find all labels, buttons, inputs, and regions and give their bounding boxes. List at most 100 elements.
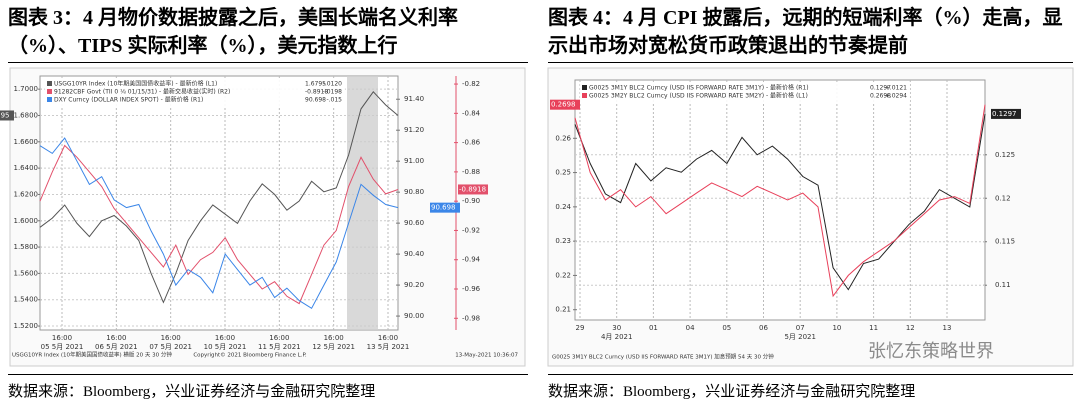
x-tick-label: 07	[796, 324, 805, 332]
legend-change: -.0120	[323, 81, 343, 88]
chart-footer: USGG10YR Index (10年期美国国债收益率) 横版 20 天 30 …	[12, 351, 172, 359]
legend-box	[580, 82, 910, 102]
legend-swatch	[582, 93, 587, 98]
y-tick-label: 90.40	[404, 250, 424, 258]
legend-change: +.0294	[885, 93, 907, 100]
x-tick-label: 06 5月 2021	[95, 343, 138, 351]
y-tick-label: 1.5200	[14, 322, 39, 330]
source: 数据来源：Bloomberg，兴业证券经济与金融研究院整理	[548, 384, 916, 400]
x-tick-label: 12 5月 2021	[312, 343, 355, 351]
x-tick-label: 10	[832, 324, 841, 332]
y-tick-label: 91.00	[404, 157, 424, 165]
y-tick-label: 0.115	[995, 238, 1015, 246]
x-tick-label: 05 5月 2021	[41, 343, 84, 351]
y-tick-label: 0.11	[995, 281, 1011, 289]
y-tick-label: -0.94	[462, 256, 481, 264]
x-tick-label: 10 5月 2021	[204, 343, 247, 351]
plot-area	[39, 75, 399, 331]
legend-last: -0.8918	[305, 89, 328, 96]
y-tick-label: 1.5600	[14, 269, 39, 277]
legend-swatch	[47, 97, 52, 102]
x-tick-label: 07 5月 2021	[149, 343, 192, 351]
rule	[8, 374, 528, 375]
y-tick-label: 90.20	[404, 281, 424, 289]
x-tick-label: 01	[649, 324, 658, 332]
y-tick-label: 1.6000	[14, 217, 39, 225]
y-tick-label: 0.24	[555, 203, 571, 211]
x-tick-label: 16:00	[378, 334, 398, 342]
legend-last: 90.698	[305, 97, 326, 104]
y-tick-label: -0.88	[462, 168, 480, 176]
y-tick-label: 0.22	[555, 271, 571, 279]
rule	[548, 374, 1073, 375]
y-tick-label: 1.6200	[14, 190, 39, 198]
y-tick-label: 90.80	[404, 188, 424, 196]
y-tick-label: 1.7000	[14, 85, 39, 93]
x-tick-label: 06	[759, 324, 768, 332]
y-tick-label: -0.82	[462, 80, 480, 88]
figure-title: 图表 3：4 月物价数据披露之后，美国长端名义利率（%）、TIPS 实际利率（%…	[8, 7, 458, 57]
x-tick-label: 05	[722, 324, 731, 332]
x-tick-label: 30	[612, 324, 621, 332]
y-tick-label: 0.21	[555, 306, 571, 314]
legend-label: G0025 3M1Y BLC2 Curncy (USD IIS FORWARD …	[589, 84, 809, 92]
x-tick-label: 13	[943, 324, 952, 332]
x-tick-label: 5月 2021	[784, 333, 816, 341]
legend-label: USGG10YR Index (10年期美国国债收益率) - 最新价格 (L1)	[54, 80, 217, 88]
x-tick-label: 16:00	[269, 334, 289, 342]
rule	[548, 62, 1073, 63]
series-line	[39, 144, 399, 305]
legend-label: 91282CBF Govt (TII 0 ⅛ 01/15/31) - 最新交易收…	[54, 88, 230, 96]
last-value-box	[430, 202, 460, 213]
source: 数据来源：Bloomberg，兴业证券经济与金融研究院整理	[8, 384, 376, 400]
x-tick-label: 4月 2021	[601, 333, 633, 341]
highlight-band	[347, 76, 378, 330]
y-tick-label: -0.92	[462, 226, 480, 234]
y-tick-label: 1.5800	[14, 243, 39, 251]
legend-label: DXY Curncy (DOLLAR INDEX SPOT) - 最新价格 (R…	[54, 96, 203, 104]
last-value-label: -0.8918	[459, 185, 486, 193]
series-line	[574, 113, 986, 291]
y-tick-label: -0.98	[462, 314, 480, 322]
legend-last: 0.1297	[870, 85, 891, 92]
last-value-box	[991, 108, 1021, 119]
last-value-label: 1.6795	[0, 111, 10, 119]
last-value-box	[458, 184, 488, 195]
y-tick-label: 0.12	[995, 194, 1011, 202]
y-tick-label: 90.00	[404, 312, 424, 320]
y-tick-label: 1.5400	[14, 296, 39, 304]
last-value-box	[0, 110, 14, 121]
legend-change: +.0121	[885, 85, 907, 92]
last-value-label: 90.698	[431, 204, 456, 212]
last-value-box	[550, 99, 580, 110]
legend-label: G0025 3M2Y BLC2 Curncy (USD IIS FORWARD …	[589, 92, 808, 100]
legend-swatch	[582, 85, 587, 90]
last-value-label: 0.2698	[551, 101, 576, 109]
rule	[8, 62, 528, 63]
x-tick-label: 16:00	[106, 334, 126, 342]
legend-swatch	[47, 81, 52, 86]
y-tick-label: 0.26	[555, 134, 571, 142]
y-tick-label: 90.60	[404, 219, 424, 227]
last-value-label: 0.1297	[992, 110, 1017, 118]
chart-footer: G0025 3M1Y BLC2 Curncy (USD IIS FORWARD …	[552, 353, 774, 361]
x-tick-label: 13 5月 2021	[367, 343, 410, 351]
y-tick-label: -0.86	[462, 139, 481, 147]
legend-change: -.0198	[323, 89, 343, 96]
chart-footer: 13-May-2021 10:36:07	[455, 353, 518, 359]
x-tick-label: 04	[686, 324, 695, 332]
series-line	[39, 91, 399, 304]
y-tick-label: 0.125	[995, 151, 1015, 159]
watermark: 张忆东策略世界	[868, 341, 994, 362]
y-tick-label: -0.96	[462, 285, 481, 293]
y-tick-label: -0.84	[462, 109, 481, 117]
x-tick-label: 12	[906, 324, 915, 332]
x-tick-label: 16:00	[324, 334, 344, 342]
x-tick-label: 16:00	[161, 334, 181, 342]
chart-footer: Copyright© 2021 Bloomberg Finance L.P.	[193, 352, 307, 359]
x-tick-label: 16:00	[215, 334, 235, 342]
x-tick-label: 11 5月 2021	[258, 343, 301, 351]
legend-box	[45, 78, 345, 106]
